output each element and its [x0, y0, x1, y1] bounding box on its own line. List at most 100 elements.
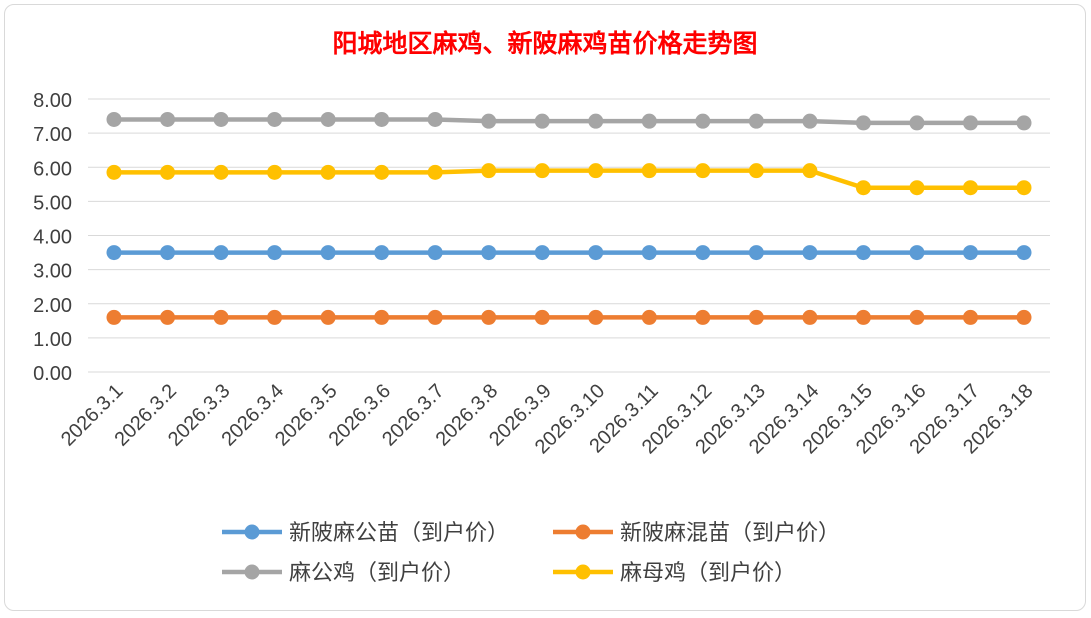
data-point — [588, 113, 604, 129]
chart-title: 阳城地区麻鸡、新陂麻鸡苗价格走势图 — [332, 29, 757, 58]
data-point — [802, 113, 818, 129]
y-tick-label: 1.00 — [33, 329, 72, 351]
legend-item: 新陂麻公苗（到户价） — [222, 521, 509, 546]
y-tick-label: 6.00 — [33, 158, 72, 180]
data-point — [267, 111, 283, 127]
data-point — [802, 163, 818, 179]
data-point — [534, 309, 550, 325]
data-point — [802, 309, 818, 325]
data-point — [320, 111, 336, 127]
data-point — [1016, 115, 1032, 131]
y-tick-label: 0.00 — [33, 363, 72, 385]
gridlines — [88, 98, 1050, 373]
legend: 新陂麻公苗（到户价） 新陂麻混苗（到户价） 麻公鸡（到户价） 麻母鸡（到户价） — [222, 521, 840, 586]
data-point — [481, 113, 497, 129]
data-point — [534, 163, 550, 179]
y-tick-label: 8.00 — [33, 90, 72, 112]
data-point — [427, 164, 443, 180]
data-point — [427, 245, 443, 261]
data-point — [641, 163, 657, 179]
legend-label: 新陂麻混苗（到户价） — [620, 521, 840, 546]
data-point — [641, 245, 657, 261]
data-point — [320, 164, 336, 180]
y-tick-label: 3.00 — [33, 261, 72, 283]
data-point — [855, 309, 871, 325]
data-point — [748, 163, 764, 179]
legend-label: 新陂麻公苗（到户价） — [289, 521, 509, 546]
series-line — [114, 168, 1024, 190]
data-point — [213, 164, 229, 180]
data-point — [374, 111, 390, 127]
series-2 — [106, 111, 1032, 131]
data-point — [855, 245, 871, 261]
data-point — [588, 163, 604, 179]
data-point — [267, 309, 283, 325]
data-point — [802, 245, 818, 261]
data-point — [374, 245, 390, 261]
data-point — [427, 111, 443, 127]
data-point — [1016, 180, 1032, 196]
series-1 — [106, 309, 1032, 325]
legend-item: 麻公鸡（到户价） — [222, 561, 465, 586]
y-tick-label: 7.00 — [33, 124, 72, 146]
legend-label: 麻母鸡（到户价） — [620, 561, 796, 586]
data-point — [106, 111, 122, 127]
data-point — [160, 164, 176, 180]
y-tick-label: 5.00 — [33, 192, 72, 214]
data-point — [855, 180, 871, 196]
data-point — [962, 309, 978, 325]
data-point — [909, 180, 925, 196]
data-point — [588, 309, 604, 325]
data-point — [1016, 309, 1032, 325]
data-point — [213, 111, 229, 127]
data-point — [909, 309, 925, 325]
legend-item: 新陂麻混苗（到户价） — [553, 521, 840, 546]
data-point — [213, 309, 229, 325]
data-point — [106, 309, 122, 325]
data-point — [481, 245, 497, 261]
data-point — [695, 113, 711, 129]
data-point — [160, 111, 176, 127]
series-0 — [106, 245, 1032, 261]
legend-marker — [575, 564, 591, 580]
data-point — [962, 180, 978, 196]
series-line — [114, 117, 1024, 126]
chart-area — [4, 4, 1086, 611]
data-point — [588, 245, 604, 261]
data-point — [695, 245, 711, 261]
data-point — [748, 245, 764, 261]
legend-marker — [244, 564, 260, 580]
legend-label: 麻公鸡（到户价） — [289, 561, 465, 586]
data-point — [106, 245, 122, 261]
data-point — [427, 309, 443, 325]
data-point — [106, 164, 122, 180]
data-point — [213, 245, 229, 261]
data-point — [641, 309, 657, 325]
y-tick-label: 2.00 — [33, 295, 72, 317]
data-point — [160, 245, 176, 261]
y-tick-label: 4.00 — [33, 227, 72, 249]
data-point — [748, 309, 764, 325]
data-point — [909, 115, 925, 131]
legend-marker — [244, 524, 260, 540]
data-point — [855, 115, 871, 131]
x-axis-ticks: 2026.3.12026.3.22026.3.32026.3.42026.3.5… — [57, 380, 1038, 458]
data-point — [748, 113, 764, 129]
data-point — [374, 164, 390, 180]
data-point — [160, 309, 176, 325]
data-point — [267, 245, 283, 261]
series-3 — [106, 163, 1032, 196]
data-point — [534, 245, 550, 261]
series-lines — [106, 111, 1032, 325]
legend-item: 麻母鸡（到户价） — [553, 561, 796, 586]
data-point — [641, 113, 657, 129]
data-point — [374, 309, 390, 325]
data-point — [1016, 245, 1032, 261]
legend-marker — [575, 524, 591, 540]
data-point — [267, 164, 283, 180]
data-point — [534, 113, 550, 129]
y-axis-ticks: 0.00 1.00 2.00 3.00 4.00 5.00 6.00 7.00 8.00 — [33, 90, 72, 385]
data-point — [481, 309, 497, 325]
data-point — [320, 245, 336, 261]
